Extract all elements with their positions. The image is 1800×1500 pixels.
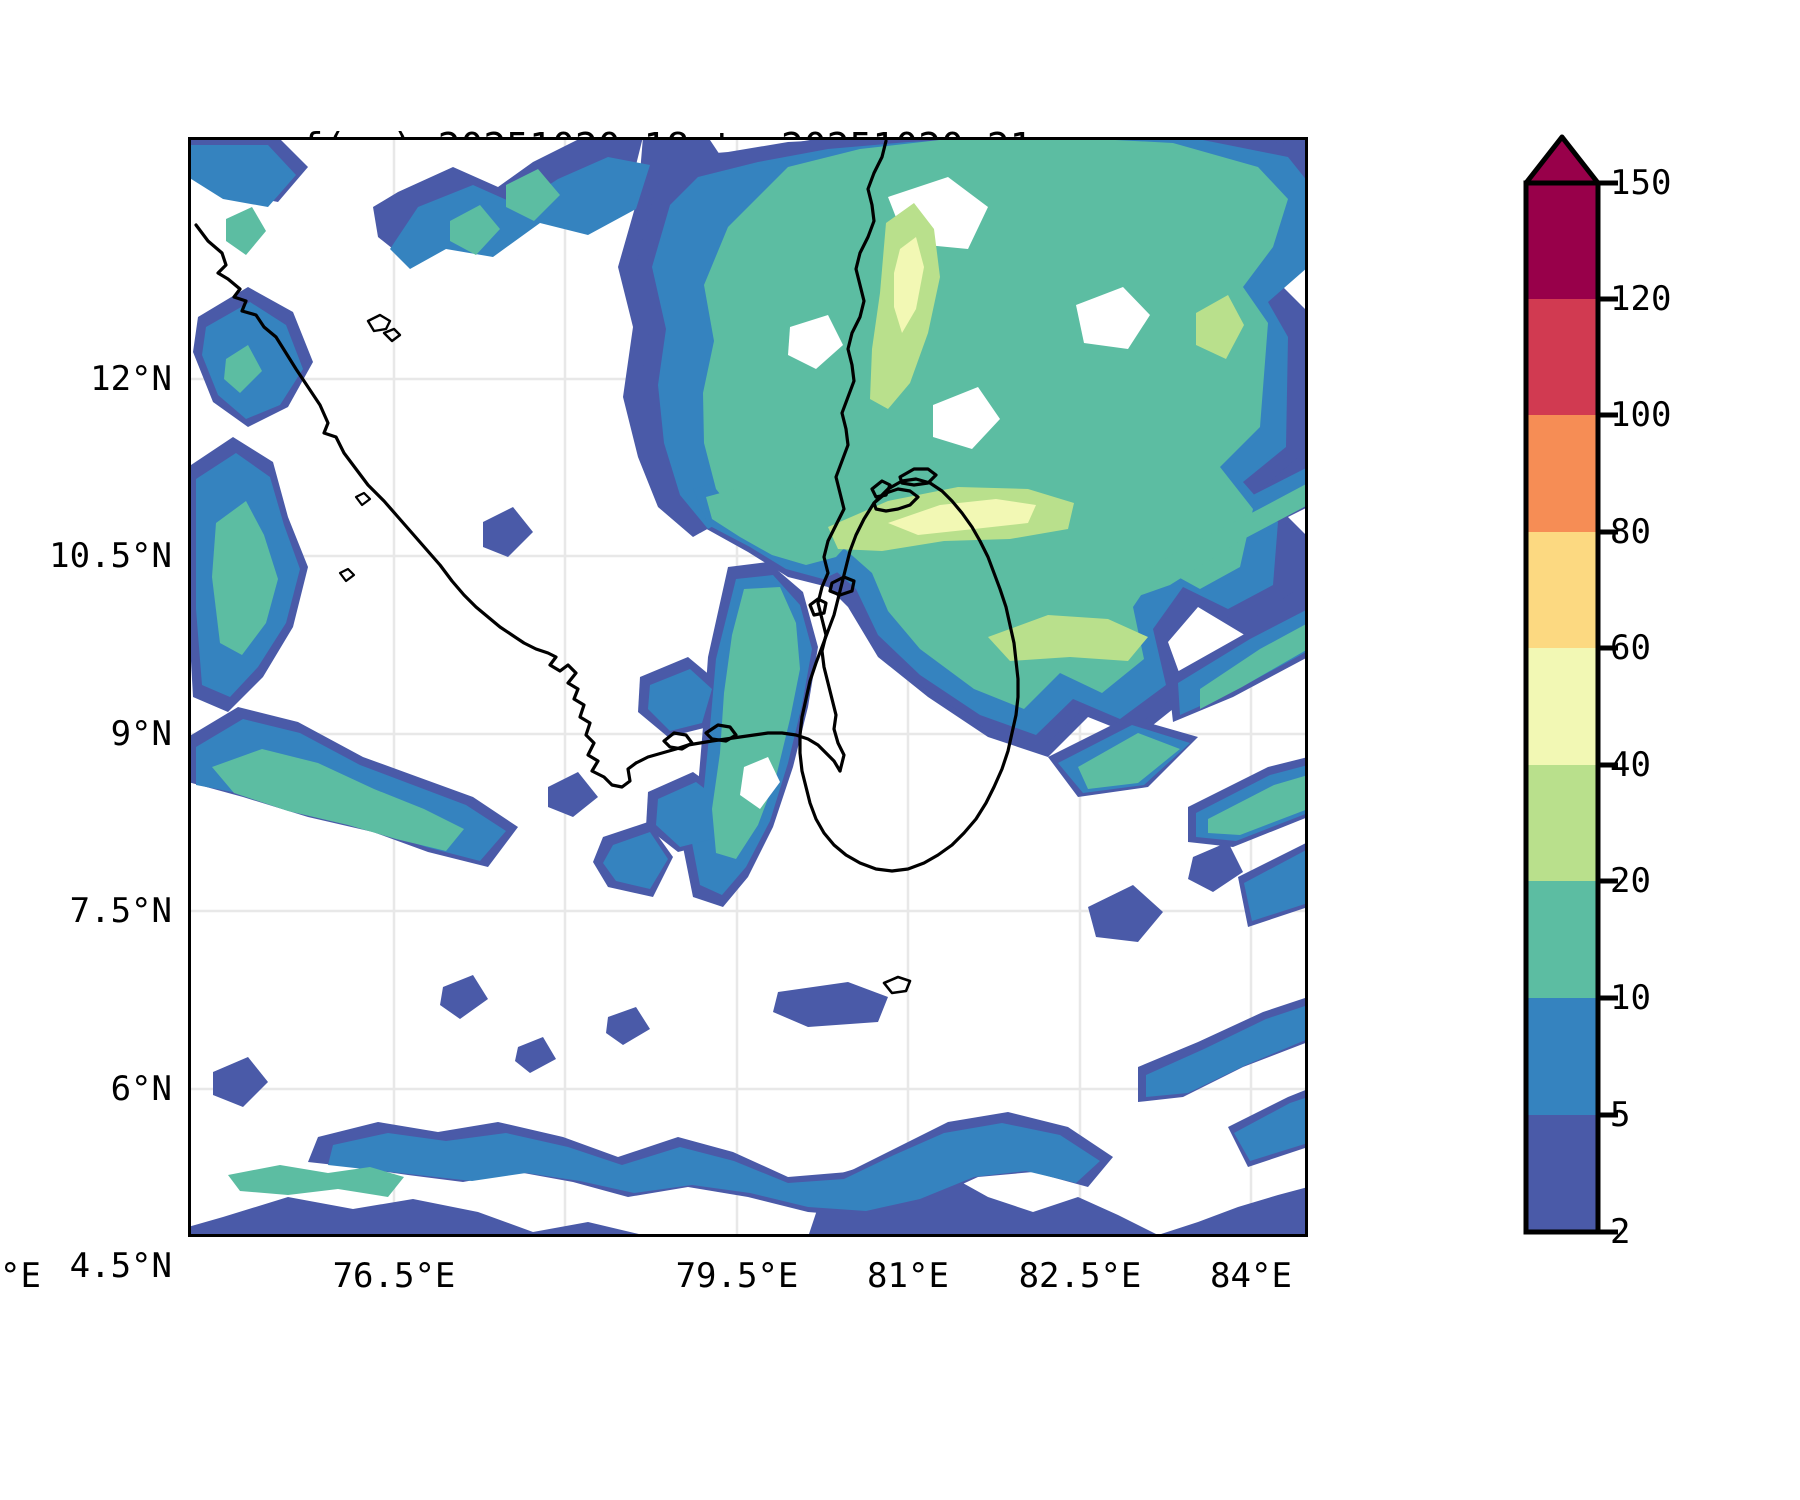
colorbar-tick-20: 20 — [1610, 861, 1651, 901]
colorbar-tick-60: 60 — [1610, 628, 1651, 668]
x-tick-label-81E: 81°E — [867, 1256, 949, 1296]
y-tick-label-12N: 12°N — [90, 359, 172, 399]
colorbar-band-60-80 — [1526, 532, 1598, 648]
colorbar-band-2-5 — [1526, 1115, 1598, 1232]
colorbar-tick-10: 10 — [1610, 978, 1651, 1018]
y-tick-label-6N: 6°N — [110, 1069, 172, 1109]
map-panel[interactable] — [188, 137, 1308, 1237]
colorbar-tick-5: 5 — [1610, 1095, 1631, 1135]
contour-band-20-40 — [212, 137, 1308, 1197]
rainfall-contour-map[interactable] — [188, 137, 1308, 1237]
y-tick-label-9N: 9°N — [110, 714, 172, 754]
x-tick-label-84E: 84°E — [1210, 1256, 1292, 1296]
colorbar-band-40-60 — [1526, 648, 1598, 765]
colorbar-tick-120: 120 — [1610, 279, 1672, 319]
colorbar-swatches[interactable] — [1518, 91, 1618, 1261]
colorbar-extend-arrow — [1523, 134, 1601, 186]
y-tick-label-7p5N: 7.5°N — [69, 891, 172, 931]
colorbar-tick-2: 2 — [1610, 1212, 1631, 1252]
colorbar-tick-40: 40 — [1610, 745, 1651, 785]
colorbar-outline — [1523, 180, 1601, 1235]
colorbar[interactable]: 150 120 100 80 60 40 20 10 5 2 — [1523, 134, 1671, 1252]
x-tick-label-76p5E: 76.5°E — [332, 1256, 456, 1296]
x-tick-label-79p5E: 79.5°E — [675, 1256, 799, 1296]
contour-band-60-80 — [888, 237, 1036, 535]
colorbar-ticks — [1598, 180, 1618, 1235]
colorbar-band-5-10 — [1526, 998, 1598, 1115]
colorbar-band-100-120 — [1526, 299, 1598, 415]
colorbar-tick-150: 150 — [1610, 163, 1672, 203]
x-tick-label-78E: 78°E — [0, 1256, 41, 1296]
colorbar-tick-100: 100 — [1610, 395, 1672, 435]
colorbar-band-10-20 — [1526, 881, 1598, 998]
colorbar-band-20-40 — [1526, 765, 1598, 881]
y-tick-label-4p5N: 4.5°N — [69, 1246, 172, 1286]
y-tick-label-10p5N: 10.5°N — [49, 536, 172, 576]
colorbar-band-80-100 — [1526, 415, 1598, 532]
coastline-layer — [194, 139, 1020, 995]
x-tick-label-82p5E: 82.5°E — [1018, 1256, 1142, 1296]
colorbar-tick-80: 80 — [1610, 512, 1651, 552]
colorbar-band-120-150 — [1526, 183, 1598, 299]
